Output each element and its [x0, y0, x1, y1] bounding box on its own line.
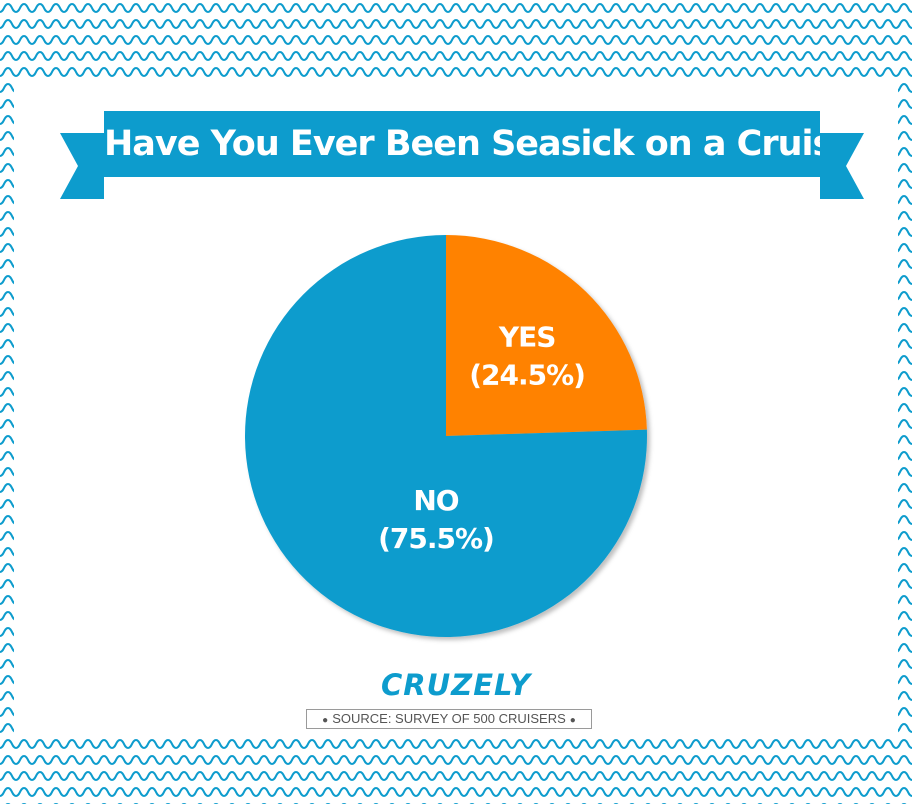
- slice-value-no: (75.5%): [378, 522, 494, 555]
- source-text: SOURCE: SURVEY OF 500 CRUISERS: [332, 711, 566, 726]
- banner-right-tail: [820, 133, 864, 199]
- slice-label-no: NO: [413, 484, 458, 517]
- slice-label-yes: YES: [498, 320, 556, 353]
- bullet-icon: ●: [569, 715, 576, 726]
- pie-slice-no: [245, 235, 647, 637]
- source-note: ● SOURCE: SURVEY OF 500 CRUISERS ●: [306, 709, 592, 729]
- chart-title: Have You Ever Been Seasick on a Cruise?: [104, 124, 820, 164]
- brand-logo: CRUZELY: [381, 668, 531, 702]
- bullet-icon: ●: [322, 715, 329, 726]
- banner-left-tail: [60, 133, 104, 199]
- pie-slice-yes: [446, 235, 647, 436]
- banner-body: [104, 111, 820, 177]
- slice-value-yes: (24.5%): [469, 358, 585, 391]
